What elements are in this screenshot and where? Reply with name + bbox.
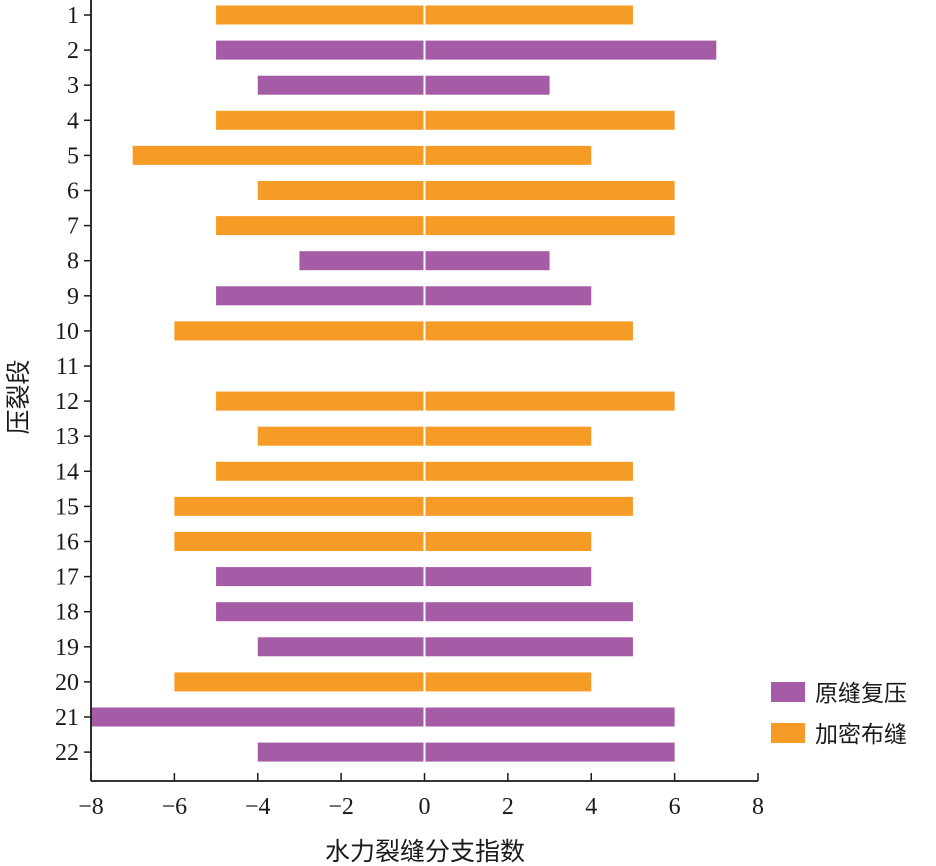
y-tick-label-13: 13 xyxy=(55,424,79,450)
bar-left-stage-9 xyxy=(216,286,425,306)
legend-swatch-infill xyxy=(771,723,805,743)
bar-right-stage-5 xyxy=(424,145,592,165)
bar-right-stage-1 xyxy=(424,5,633,25)
x-tick-label-0: 0 xyxy=(419,794,431,820)
y-tick-label-19: 19 xyxy=(55,635,79,661)
bar-left-stage-4 xyxy=(216,110,425,130)
y-tick-label-11: 11 xyxy=(56,354,79,380)
y-tick-label-20: 20 xyxy=(55,670,79,696)
bar-left-stage-10 xyxy=(174,321,425,341)
y-tick-label-9: 9 xyxy=(67,284,79,310)
y-tick-label-22: 22 xyxy=(55,740,79,766)
bar-left-stage-3 xyxy=(257,75,425,95)
y-tick-label-4: 4 xyxy=(67,108,79,134)
x-tick-label-2: 2 xyxy=(502,794,514,820)
bar-left-stage-15 xyxy=(174,496,425,516)
bar-left-stage-17 xyxy=(216,567,425,587)
bar-right-stage-14 xyxy=(424,461,633,481)
bar-left-stage-7 xyxy=(216,216,425,236)
bar-right-stage-9 xyxy=(424,286,592,306)
y-tick-label-16: 16 xyxy=(55,530,79,556)
bar-right-stage-3 xyxy=(424,75,550,95)
bar-right-stage-8 xyxy=(424,251,550,271)
y-tick-label-18: 18 xyxy=(55,600,79,626)
y-tick-label-7: 7 xyxy=(67,214,79,240)
bar-left-stage-2 xyxy=(216,40,425,60)
y-tick-label-1: 1 xyxy=(67,3,79,29)
y-tick-label-6: 6 xyxy=(67,179,79,205)
bar-left-stage-20 xyxy=(174,672,425,692)
bar-right-stage-6 xyxy=(424,181,675,200)
bar-right-stage-4 xyxy=(424,110,675,130)
x-axis-title: 水力裂缝分支指数 xyxy=(325,837,525,866)
y-tick-label-12: 12 xyxy=(55,389,79,415)
x-tick-label-4: 4 xyxy=(585,794,597,820)
axes-layer xyxy=(84,0,759,782)
bars-layer xyxy=(91,5,717,762)
y-tick-label-17: 17 xyxy=(55,565,79,591)
x-tick-label-6: 6 xyxy=(669,794,681,820)
legend-label-original: 原缝复压 xyxy=(815,681,907,707)
bar-left-stage-16 xyxy=(174,532,425,551)
bar-right-stage-7 xyxy=(424,216,675,236)
bar-right-stage-18 xyxy=(424,602,633,622)
bar-right-stage-15 xyxy=(424,496,633,516)
bar-left-stage-22 xyxy=(257,742,425,762)
bar-right-stage-19 xyxy=(424,637,633,657)
bar-right-stage-2 xyxy=(424,40,717,60)
x-tick-labels: −8 −6 −4 −2 0 2 4 6 8 xyxy=(78,794,764,820)
bar-left-stage-8 xyxy=(299,251,425,271)
y-tick-label-10: 10 xyxy=(55,319,79,345)
legend: 原缝复压 加密布缝 xyxy=(771,681,907,748)
bar-right-stage-17 xyxy=(424,567,592,587)
bar-left-stage-13 xyxy=(257,426,425,446)
y-tick-label-3: 3 xyxy=(67,73,79,99)
y-tick-label-14: 14 xyxy=(55,459,79,485)
x-tick-label-8: 8 xyxy=(752,794,764,820)
bar-left-stage-5 xyxy=(132,145,425,165)
bar-right-stage-10 xyxy=(424,321,633,341)
bar-left-stage-6 xyxy=(257,181,425,200)
y-tick-label-2: 2 xyxy=(67,38,79,64)
bar-right-stage-20 xyxy=(424,672,592,692)
y-tick-label-5: 5 xyxy=(67,143,79,169)
y-tick-label-8: 8 xyxy=(67,249,79,275)
bar-right-stage-22 xyxy=(424,742,675,762)
x-tick-label--4: −4 xyxy=(245,794,271,820)
bar-left-stage-12 xyxy=(216,391,425,411)
legend-swatch-original xyxy=(771,682,805,702)
bar-left-stage-1 xyxy=(216,5,425,25)
y-tick-label-15: 15 xyxy=(55,494,79,520)
bar-left-stage-21 xyxy=(91,707,425,727)
y-axis-title: 压裂段 xyxy=(4,359,33,434)
bar-right-stage-21 xyxy=(424,707,675,727)
bar-right-stage-13 xyxy=(424,426,592,446)
y-tick-label-21: 21 xyxy=(55,705,79,731)
bar-left-stage-18 xyxy=(216,602,425,622)
bar-right-stage-16 xyxy=(424,532,592,551)
x-tick-label--2: −2 xyxy=(328,794,354,820)
x-tick-label--6: −6 xyxy=(162,794,188,820)
bar-right-stage-12 xyxy=(424,391,675,411)
x-tick-label--8: −8 xyxy=(78,794,104,820)
legend-label-infill: 加密布缝 xyxy=(815,722,907,748)
bar-left-stage-19 xyxy=(257,637,425,657)
bar-left-stage-14 xyxy=(216,461,425,481)
